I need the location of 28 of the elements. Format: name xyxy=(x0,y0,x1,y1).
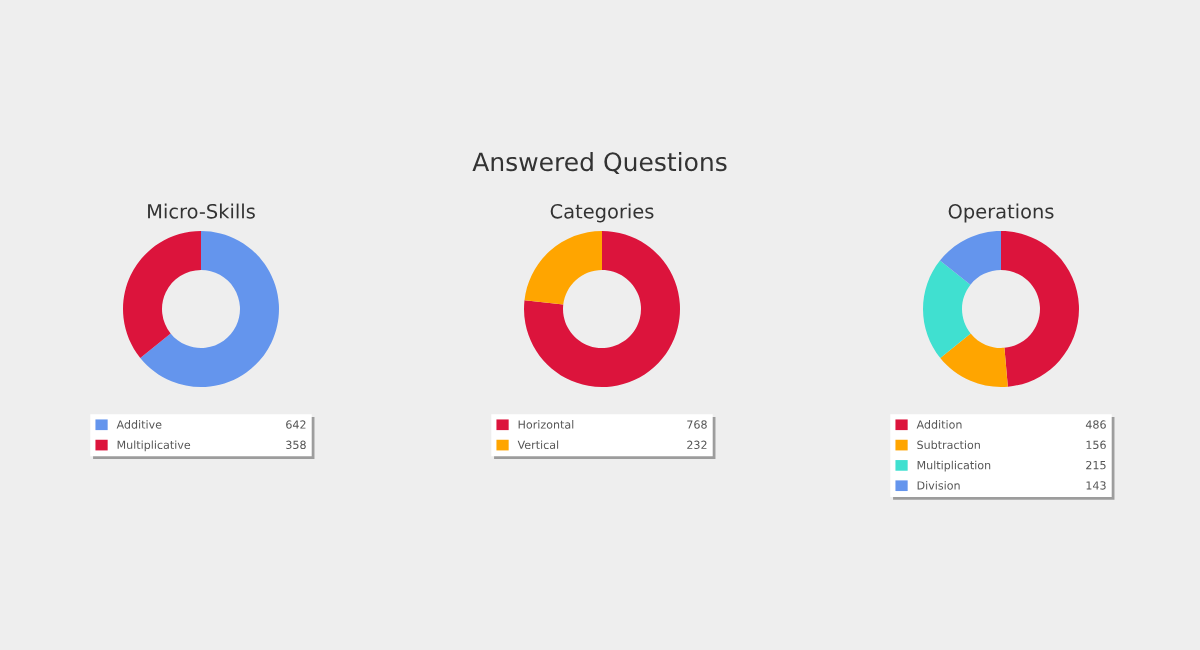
donut-slice xyxy=(923,260,971,358)
data-label: 232 xyxy=(687,440,707,450)
donut-slice xyxy=(123,231,201,358)
legend-label: Addition xyxy=(916,420,962,429)
legend-label: Horizontal xyxy=(518,420,574,429)
donut-slice xyxy=(1001,231,1079,387)
legend-label: Multiplication xyxy=(917,460,991,472)
text: Answered Questions xyxy=(472,151,727,175)
legend-label: Multiplicative xyxy=(117,440,191,452)
data-label: 215 xyxy=(1086,460,1106,470)
data-label: 642 xyxy=(286,420,306,429)
data-label: 486 xyxy=(1085,420,1106,429)
legend-label: Vertical xyxy=(517,440,559,450)
chart-title: Categories xyxy=(550,203,654,223)
data-label: 143 xyxy=(1086,481,1106,490)
donut-slice xyxy=(939,231,1001,285)
chart-title: Operations xyxy=(948,203,1054,223)
donut-slice xyxy=(140,231,279,387)
legend-label: Subtraction xyxy=(917,440,980,450)
donut-slice xyxy=(524,231,602,305)
donut-slice xyxy=(940,333,1008,387)
data-label: 156 xyxy=(1086,440,1106,450)
donut-slice xyxy=(524,231,680,387)
legend-label: Additive xyxy=(116,420,162,429)
legend-label: Division xyxy=(917,481,960,490)
data-label: 358 xyxy=(286,440,306,450)
data-label: 768 xyxy=(687,420,707,429)
chart-title: Micro-Skills xyxy=(148,203,255,219)
